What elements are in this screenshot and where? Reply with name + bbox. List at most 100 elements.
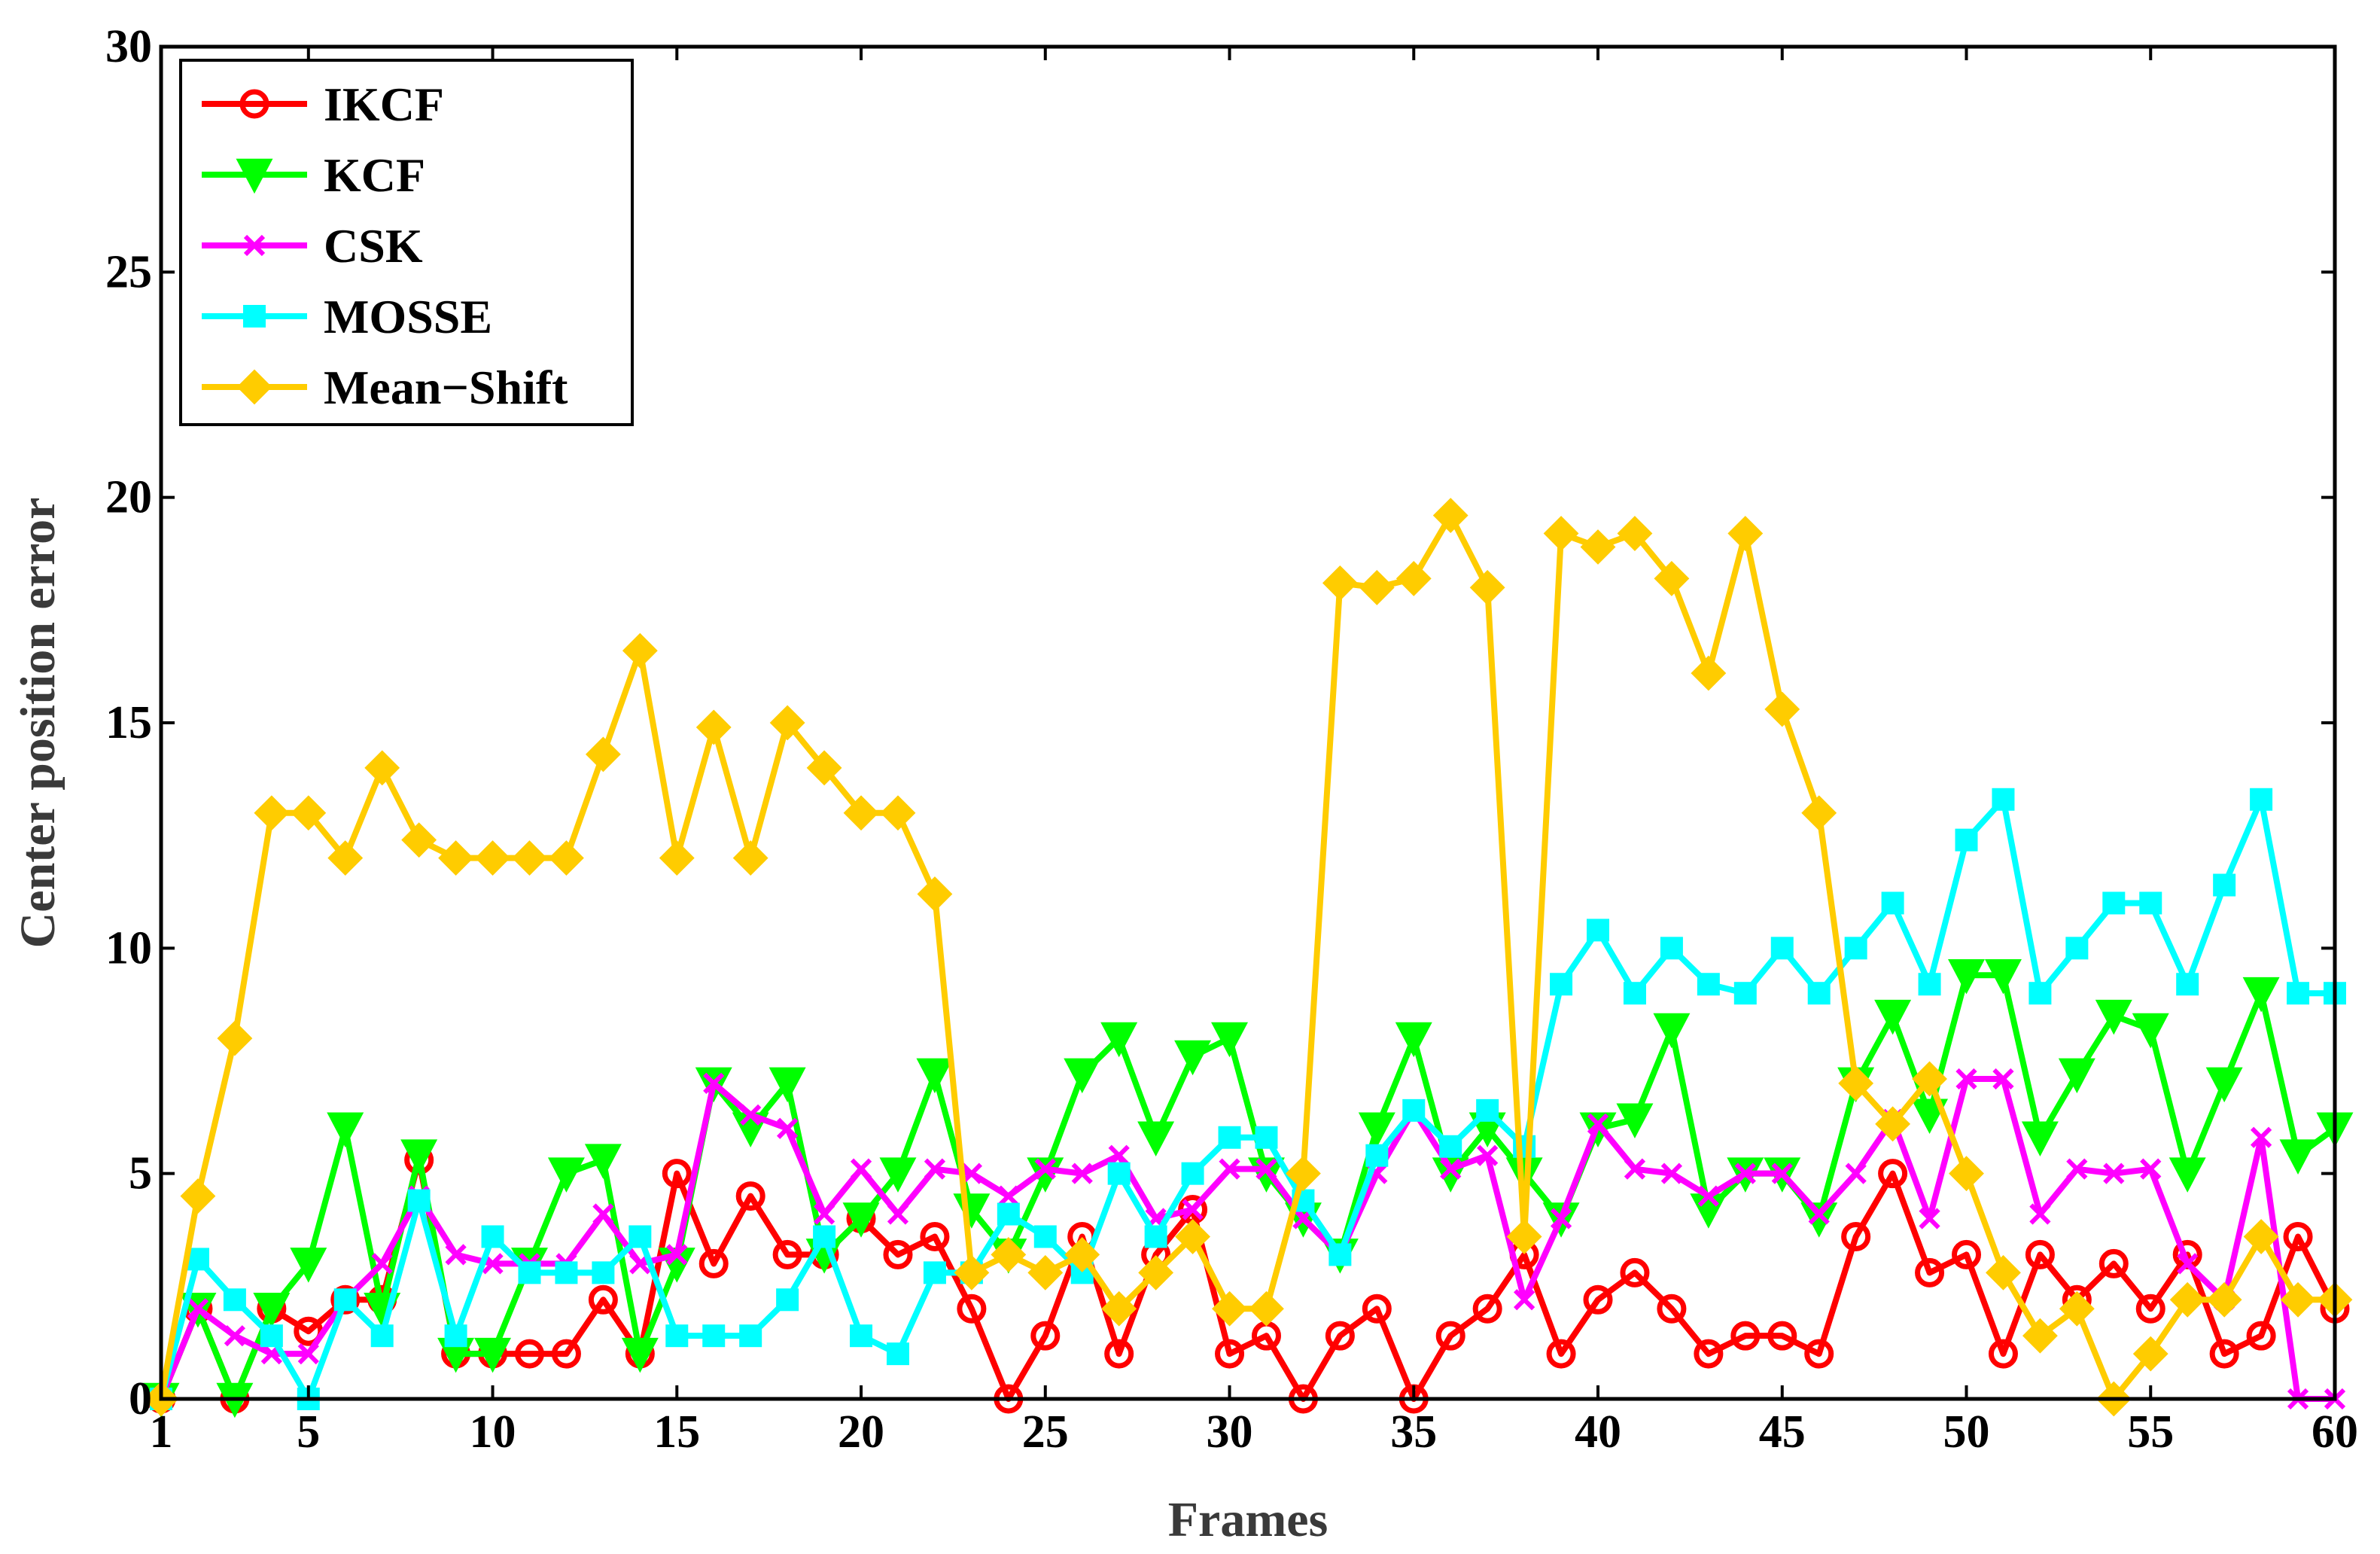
data-point-mean-shift bbox=[1395, 561, 1432, 596]
x-tick-label: 1 bbox=[150, 1406, 173, 1458]
marker-stroke bbox=[1071, 1162, 1093, 1184]
marker-stroke bbox=[1587, 1113, 1609, 1135]
data-point-ikcf bbox=[883, 1239, 913, 1269]
data-point-csk bbox=[666, 1244, 688, 1266]
data-point-mosse bbox=[1660, 937, 1683, 960]
data-point-csk bbox=[2140, 1158, 2162, 1180]
data-point-mosse bbox=[1255, 1126, 1278, 1149]
y-tick-label: 15 bbox=[105, 697, 152, 748]
data-point-mosse bbox=[2065, 937, 2089, 960]
data-point-csk bbox=[2250, 1126, 2272, 1148]
data-point-mosse bbox=[1844, 937, 1867, 960]
marker-stroke bbox=[1255, 1158, 1277, 1180]
data-point-mean-shift bbox=[401, 822, 437, 858]
y-tick-label: 30 bbox=[105, 21, 152, 72]
data-point-mean-shift bbox=[585, 736, 621, 772]
data-point-ikcf bbox=[2209, 1339, 2239, 1369]
data-point-ikcf bbox=[1215, 1339, 1245, 1369]
data-point-mean-shift bbox=[2022, 1318, 2058, 1354]
marker-stroke bbox=[1513, 1289, 1535, 1311]
data-point-csk bbox=[1182, 1199, 1204, 1220]
data-point-csk bbox=[1440, 1158, 1462, 1180]
data-point-ikcf bbox=[1694, 1339, 1724, 1369]
data-point-ikcf bbox=[2025, 1239, 2055, 1269]
data-point-csk bbox=[2103, 1162, 2125, 1184]
data-point-ikcf bbox=[1362, 1293, 1392, 1324]
data-point-csk bbox=[777, 1117, 799, 1139]
data-point-csk bbox=[592, 1203, 614, 1225]
data-point-mean-shift bbox=[475, 840, 510, 876]
axis-ticks bbox=[160, 45, 2336, 1400]
x-tick-label: 10 bbox=[470, 1406, 516, 1458]
data-point-csk bbox=[1071, 1162, 1093, 1184]
data-point-mean-shift bbox=[1543, 516, 1579, 551]
data-point-kcf bbox=[2058, 1058, 2095, 1094]
data-point-mosse bbox=[776, 1288, 799, 1312]
data-point-ikcf bbox=[1472, 1293, 1502, 1324]
data-point-mean-shift bbox=[1986, 1254, 2021, 1290]
data-point-csk bbox=[1034, 1158, 1056, 1180]
marker-stroke bbox=[2066, 1158, 2088, 1180]
data-point-mosse bbox=[1623, 982, 1646, 1005]
data-point-ikcf bbox=[2283, 1221, 2313, 1251]
data-point-mean-shift bbox=[659, 840, 695, 876]
data-point-kcf bbox=[2132, 1013, 2169, 1049]
y-tick-label: 20 bbox=[105, 472, 152, 523]
data-point-mosse bbox=[1402, 1098, 1426, 1122]
data-point-kcf bbox=[916, 1058, 954, 1094]
marker-stroke bbox=[1477, 1144, 1499, 1166]
data-point-mean-shift bbox=[1027, 1254, 1064, 1290]
data-point-mean-shift bbox=[1764, 691, 1800, 727]
data-point-kcf bbox=[1874, 999, 1912, 1035]
data-point-ikcf bbox=[698, 1248, 729, 1278]
data-point-kcf bbox=[879, 1157, 917, 1193]
data-point-csk bbox=[2029, 1203, 2051, 1225]
data-point-mosse bbox=[850, 1324, 873, 1348]
data-point-mosse bbox=[481, 1225, 504, 1248]
x-tick-label: 35 bbox=[1390, 1406, 1437, 1458]
data-point-ikcf bbox=[514, 1339, 544, 1369]
data-point-kcf bbox=[768, 1067, 806, 1103]
data-point-mosse bbox=[260, 1324, 283, 1348]
data-point-mosse bbox=[923, 1261, 946, 1284]
data-point-mean-shift bbox=[806, 750, 842, 786]
series-mosse bbox=[150, 788, 2346, 1410]
marker-stroke bbox=[1219, 1158, 1240, 1180]
marker-stroke bbox=[2177, 1253, 2199, 1275]
data-point-csk bbox=[1108, 1144, 1130, 1166]
data-point-ikcf bbox=[1730, 1321, 1761, 1351]
legend-label-mean-shift: Mean−Shift bbox=[324, 361, 568, 414]
data-point-ikcf bbox=[1620, 1257, 1650, 1287]
data-point-ikcf bbox=[588, 1284, 618, 1315]
data-point-csk bbox=[1587, 1113, 1609, 1135]
data-point-csk bbox=[1845, 1162, 1867, 1184]
data-point-mean-shift bbox=[549, 840, 584, 876]
data-point-csk bbox=[371, 1253, 393, 1275]
marker-stroke bbox=[666, 1244, 688, 1266]
data-point-mean-shift bbox=[1101, 1290, 1137, 1327]
legend-marker-mosse bbox=[243, 305, 266, 328]
legend: IKCF KCF CSK MOSSE Mean−Shift bbox=[179, 59, 634, 426]
data-point-mosse bbox=[1328, 1243, 1352, 1266]
data-point-csk bbox=[2177, 1253, 2199, 1275]
data-point-mosse bbox=[1881, 891, 1904, 915]
data-point-mean-shift bbox=[2243, 1219, 2279, 1254]
data-point-mosse bbox=[2102, 891, 2126, 915]
data-point-mean-shift bbox=[2132, 1336, 2168, 1372]
data-point-mean-shift bbox=[327, 840, 364, 876]
data-point-csk bbox=[1660, 1162, 1683, 1184]
x-tick-label: 40 bbox=[1575, 1406, 1621, 1458]
data-point-ikcf bbox=[772, 1239, 802, 1269]
data-point-mosse bbox=[813, 1225, 836, 1248]
data-point-mosse bbox=[1144, 1225, 1167, 1248]
data-point-kcf bbox=[547, 1157, 585, 1193]
data-point-ikcf bbox=[2098, 1248, 2129, 1278]
data-point-mean-shift bbox=[2206, 1281, 2242, 1318]
data-point-kcf bbox=[400, 1139, 438, 1175]
data-point-mean-shift bbox=[1138, 1254, 1174, 1290]
data-point-mosse bbox=[444, 1324, 467, 1348]
data-point-mean-shift bbox=[364, 750, 400, 786]
data-point-mean-shift bbox=[1286, 1156, 1321, 1192]
data-point-csk bbox=[1734, 1162, 1756, 1184]
legend-label-kcf: KCF bbox=[324, 148, 425, 202]
